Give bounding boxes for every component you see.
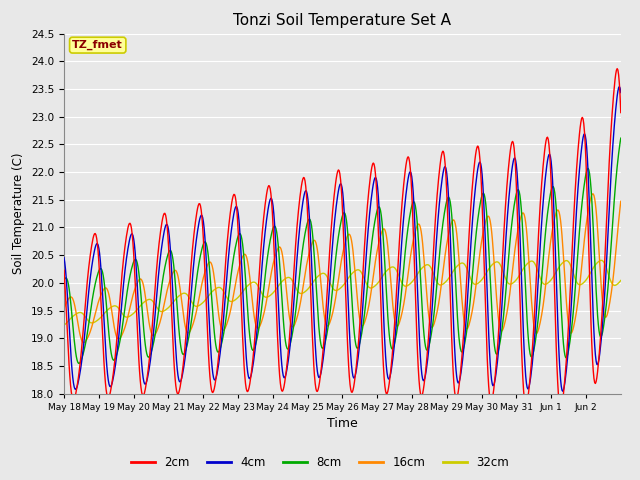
- Title: Tonzi Soil Temperature Set A: Tonzi Soil Temperature Set A: [234, 13, 451, 28]
- Text: TZ_fmet: TZ_fmet: [72, 40, 123, 50]
- X-axis label: Time: Time: [327, 417, 358, 430]
- Y-axis label: Soil Temperature (C): Soil Temperature (C): [12, 153, 26, 275]
- Legend: 2cm, 4cm, 8cm, 16cm, 32cm: 2cm, 4cm, 8cm, 16cm, 32cm: [127, 452, 513, 474]
